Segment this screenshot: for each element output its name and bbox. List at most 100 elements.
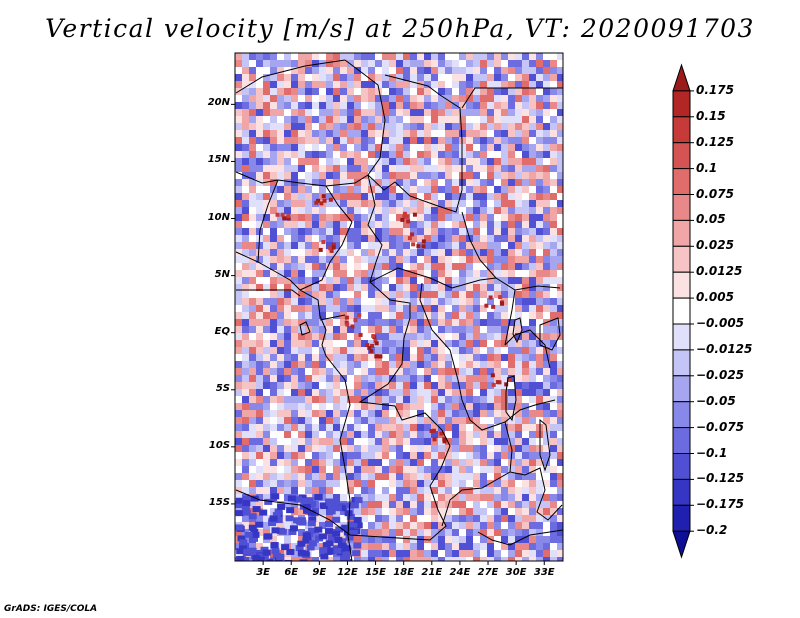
field-cell: [424, 529, 431, 536]
field-cell: [550, 410, 557, 417]
field-cell: [466, 340, 473, 347]
field-cell: [501, 480, 508, 487]
field-cell: [494, 151, 501, 158]
field-cell: [354, 382, 361, 389]
field-cell: [501, 235, 508, 242]
field-cell: [431, 60, 438, 67]
field-cell: [326, 165, 333, 172]
field-cell: [333, 505, 342, 512]
field-cell: [340, 403, 347, 410]
field-cell: [242, 284, 249, 291]
field-cell: [347, 200, 354, 207]
convective-cell: [402, 211, 407, 216]
field-cell: [501, 361, 508, 368]
field-cell: [410, 396, 417, 403]
field-cell: [445, 396, 452, 403]
field-cell: [529, 417, 536, 424]
field-cell: [375, 151, 382, 158]
field-cell: [333, 291, 340, 298]
convective-cell: [286, 216, 291, 221]
field-cell: [529, 494, 536, 501]
field-cell: [431, 284, 438, 291]
field-cell: [389, 158, 396, 165]
field-cell: [543, 256, 550, 263]
field-cell: [361, 165, 368, 172]
field-cell: [277, 431, 284, 438]
field-cell: [396, 494, 403, 501]
field-cell: [473, 74, 480, 81]
field-cell: [249, 165, 256, 172]
field-cell: [291, 88, 298, 95]
field-cell: [466, 368, 473, 375]
legend-level-label: −0.175: [696, 497, 745, 512]
field-cell: [256, 361, 263, 368]
field-cell: [277, 543, 284, 550]
field-cell: [438, 459, 445, 466]
field-cell: [452, 403, 459, 410]
field-cell: [473, 480, 480, 487]
field-cell: [340, 277, 347, 284]
field-cell: [522, 508, 529, 515]
field-cell: [438, 123, 445, 130]
field-cell: [368, 550, 375, 557]
field-cell: [284, 172, 291, 179]
field-cell: [361, 459, 368, 466]
field-cell: [424, 165, 431, 172]
field-cell: [235, 165, 242, 172]
field-cell: [494, 459, 501, 466]
field-cell: [274, 508, 283, 515]
field-cell: [543, 473, 550, 480]
field-cell: [473, 501, 480, 508]
field-cell: [431, 424, 438, 431]
field-cell: [403, 501, 410, 508]
field-cell: [382, 522, 389, 529]
field-cell: [543, 235, 550, 242]
field-cell: [410, 522, 417, 529]
field-cell: [557, 515, 563, 522]
field-cell: [277, 95, 284, 102]
field-cell: [305, 60, 312, 67]
field-cell: [340, 298, 347, 305]
field-cell: [354, 137, 361, 144]
field-cell: [403, 312, 410, 319]
field-cell: [480, 193, 487, 200]
field-cell: [494, 529, 501, 536]
field-cell: [543, 102, 550, 109]
field-cell: [354, 249, 361, 256]
field-cell: [459, 543, 466, 550]
lon-label: 30E: [505, 567, 527, 578]
field-cell: [494, 480, 501, 487]
field-cell: [305, 158, 312, 165]
field-cell: [340, 410, 347, 417]
field-cell: [375, 123, 382, 130]
field-cell: [417, 151, 424, 158]
field-cell: [431, 382, 438, 389]
field-cell: [277, 144, 284, 151]
field-cell: [431, 298, 438, 305]
field-cell: [410, 515, 417, 522]
field-cell: [466, 221, 473, 228]
field-cell: [522, 347, 529, 354]
field-cell: [375, 270, 382, 277]
field-cell: [459, 368, 466, 375]
field-cell: [466, 319, 473, 326]
field-cell: [424, 298, 431, 305]
field-cell: [326, 305, 333, 312]
field-cell: [305, 67, 312, 74]
field-cell: [403, 543, 410, 550]
field-cell: [543, 263, 550, 270]
field-cell: [403, 298, 410, 305]
field-cell: [361, 417, 368, 424]
field-cell: [375, 438, 382, 445]
convective-cell: [357, 313, 362, 318]
field-cell: [242, 459, 249, 466]
field-cell: [236, 555, 245, 561]
field-cell: [291, 368, 298, 375]
field-cell: [431, 256, 438, 263]
field-cell: [256, 340, 263, 347]
field-cell: [424, 396, 431, 403]
field-cell: [550, 508, 557, 515]
field-cell: [501, 326, 508, 333]
field-cell: [529, 277, 536, 284]
field-cell: [466, 123, 473, 130]
